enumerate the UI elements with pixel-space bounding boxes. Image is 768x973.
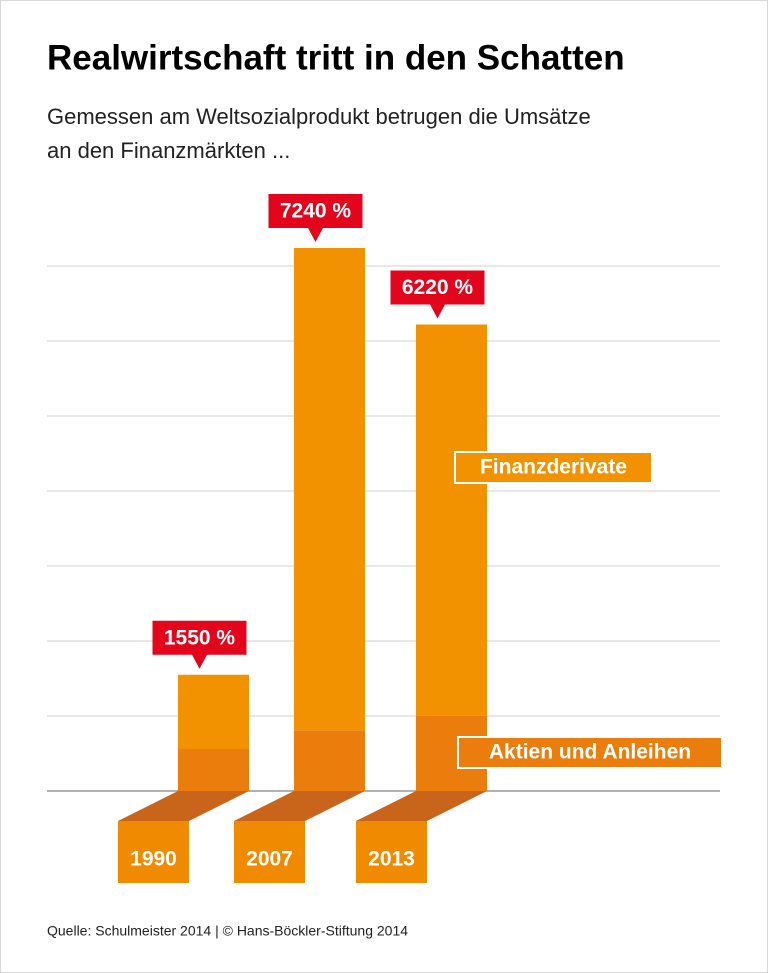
- callout-pointer: [191, 653, 208, 669]
- floor: [356, 791, 487, 821]
- subtitle-line: Gemessen am Weltsozialprodukt betrugen d…: [47, 104, 591, 129]
- callout-pointer: [307, 227, 324, 242]
- floor: [234, 791, 365, 821]
- category-box: [234, 821, 305, 883]
- category-box: [356, 821, 427, 883]
- total-label: 7240 %: [280, 200, 352, 223]
- bar-segment: [294, 730, 365, 791]
- legend-label: Aktien und Anleihen: [489, 741, 691, 764]
- source: Quelle: Schulmeister 2014 | © Hans-Böckl…: [47, 923, 408, 939]
- bar-segment: [416, 324, 487, 716]
- legend-box: [454, 451, 653, 484]
- floor: [118, 791, 249, 821]
- x-tick-label: 2007: [246, 848, 293, 871]
- bar-segment: [178, 674, 249, 749]
- x-tick-label: 1990: [130, 848, 177, 871]
- total-callout: [268, 194, 363, 228]
- category-box: [118, 821, 189, 883]
- x-tick-label: 2013: [368, 848, 415, 871]
- total-label: 6220 %: [402, 276, 474, 299]
- callout-pointer: [429, 303, 446, 319]
- legend-label: Finanzderivate: [480, 456, 627, 479]
- legend-box: [457, 736, 723, 769]
- total-label: 1550 %: [164, 626, 236, 649]
- total-callout: [390, 270, 485, 305]
- bar-segment: [294, 248, 365, 731]
- chart-title: Realwirtschaft tritt in den Schatten: [47, 38, 625, 77]
- bar-segment: [178, 749, 249, 791]
- total-callout: [152, 620, 247, 655]
- subtitle-line: an den Finanzmärkten ...: [47, 138, 290, 163]
